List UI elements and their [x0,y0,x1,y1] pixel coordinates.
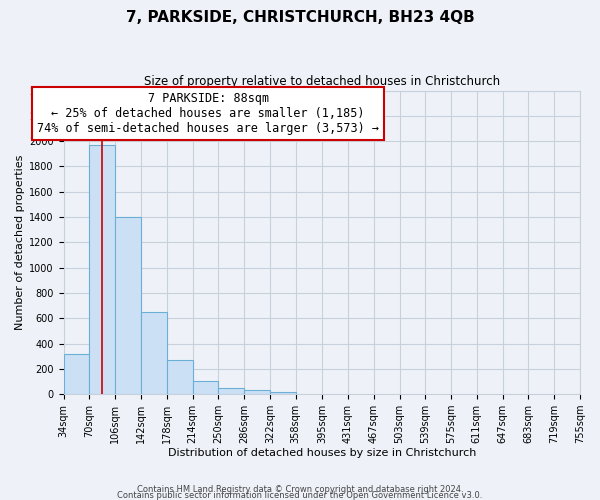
Text: 7, PARKSIDE, CHRISTCHURCH, BH23 4QB: 7, PARKSIDE, CHRISTCHURCH, BH23 4QB [125,10,475,25]
Bar [270,392,296,394]
Bar [218,388,244,394]
Bar [141,312,167,394]
Bar [167,360,193,394]
Bar [193,381,218,394]
Text: Contains HM Land Registry data © Crown copyright and database right 2024.: Contains HM Land Registry data © Crown c… [137,484,463,494]
Bar [64,354,89,394]
Bar [89,145,115,394]
Y-axis label: Number of detached properties: Number of detached properties [15,154,25,330]
Bar [244,390,270,394]
X-axis label: Distribution of detached houses by size in Christchurch: Distribution of detached houses by size … [167,448,476,458]
Bar [115,217,141,394]
Title: Size of property relative to detached houses in Christchurch: Size of property relative to detached ho… [144,75,500,88]
Text: 7 PARKSIDE: 88sqm
← 25% of detached houses are smaller (1,185)
74% of semi-detac: 7 PARKSIDE: 88sqm ← 25% of detached hous… [37,92,379,135]
Text: Contains public sector information licensed under the Open Government Licence v3: Contains public sector information licen… [118,490,482,500]
